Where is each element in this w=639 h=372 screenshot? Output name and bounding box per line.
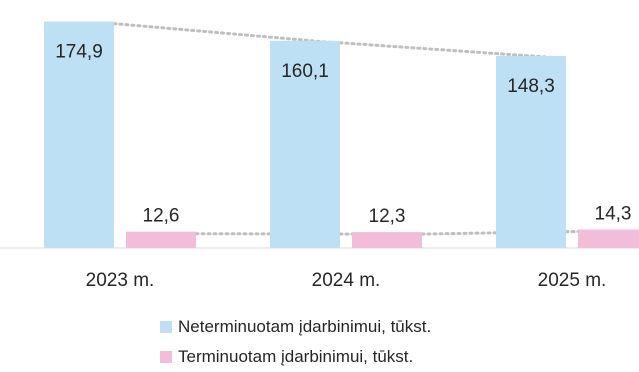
data-label-permanent-2025-m: 148,3 [507,76,555,97]
data-label-fixed-term-2025-m: 14,3 [595,203,632,224]
bar-fixed-term-2024-m [352,232,422,248]
bar-fixed-term-2023-m [126,232,196,248]
data-label-fixed-term-2024-m: 12,3 [369,206,406,227]
trendline-permanent-segment-2 [340,43,561,58]
legend-label-fixed-term: Terminuotam įdarbinimui, tūkst. [178,347,413,367]
legend-item-permanent: Neterminuotam įdarbinimui, tūkst. [160,312,431,342]
legend-label-permanent: Neterminuotam įdarbinimui, tūkst. [178,317,431,337]
x-tick-label-2023-m: 2023 m. [86,270,155,291]
data-label-permanent-2023-m: 174,9 [55,42,103,63]
x-tick-label-2024-m: 2024 m. [312,270,381,291]
bar-chart: 174,9 12,6 2023 m. 160,1 12,3 2024 m. 148,3 14,… [0,0,639,310]
bar-group [44,22,639,248]
bar-fixed-term-2025-m [578,229,639,248]
x-tick-label-2025-m: 2025 m. [538,270,607,291]
data-label-permanent-2024-m: 160,1 [281,61,329,82]
legend-swatch-fixed-term [160,351,172,363]
legend-swatch-permanent [160,321,172,333]
data-label-fixed-term-2023-m: 12,6 [143,206,180,227]
legend-item-fixed-term: Terminuotam įdarbinimui, tūkst. [160,342,431,372]
trendline-permanent-segment-1 [114,24,335,43]
legend: Neterminuotam įdarbinimui, tūkst. Termin… [160,312,431,372]
